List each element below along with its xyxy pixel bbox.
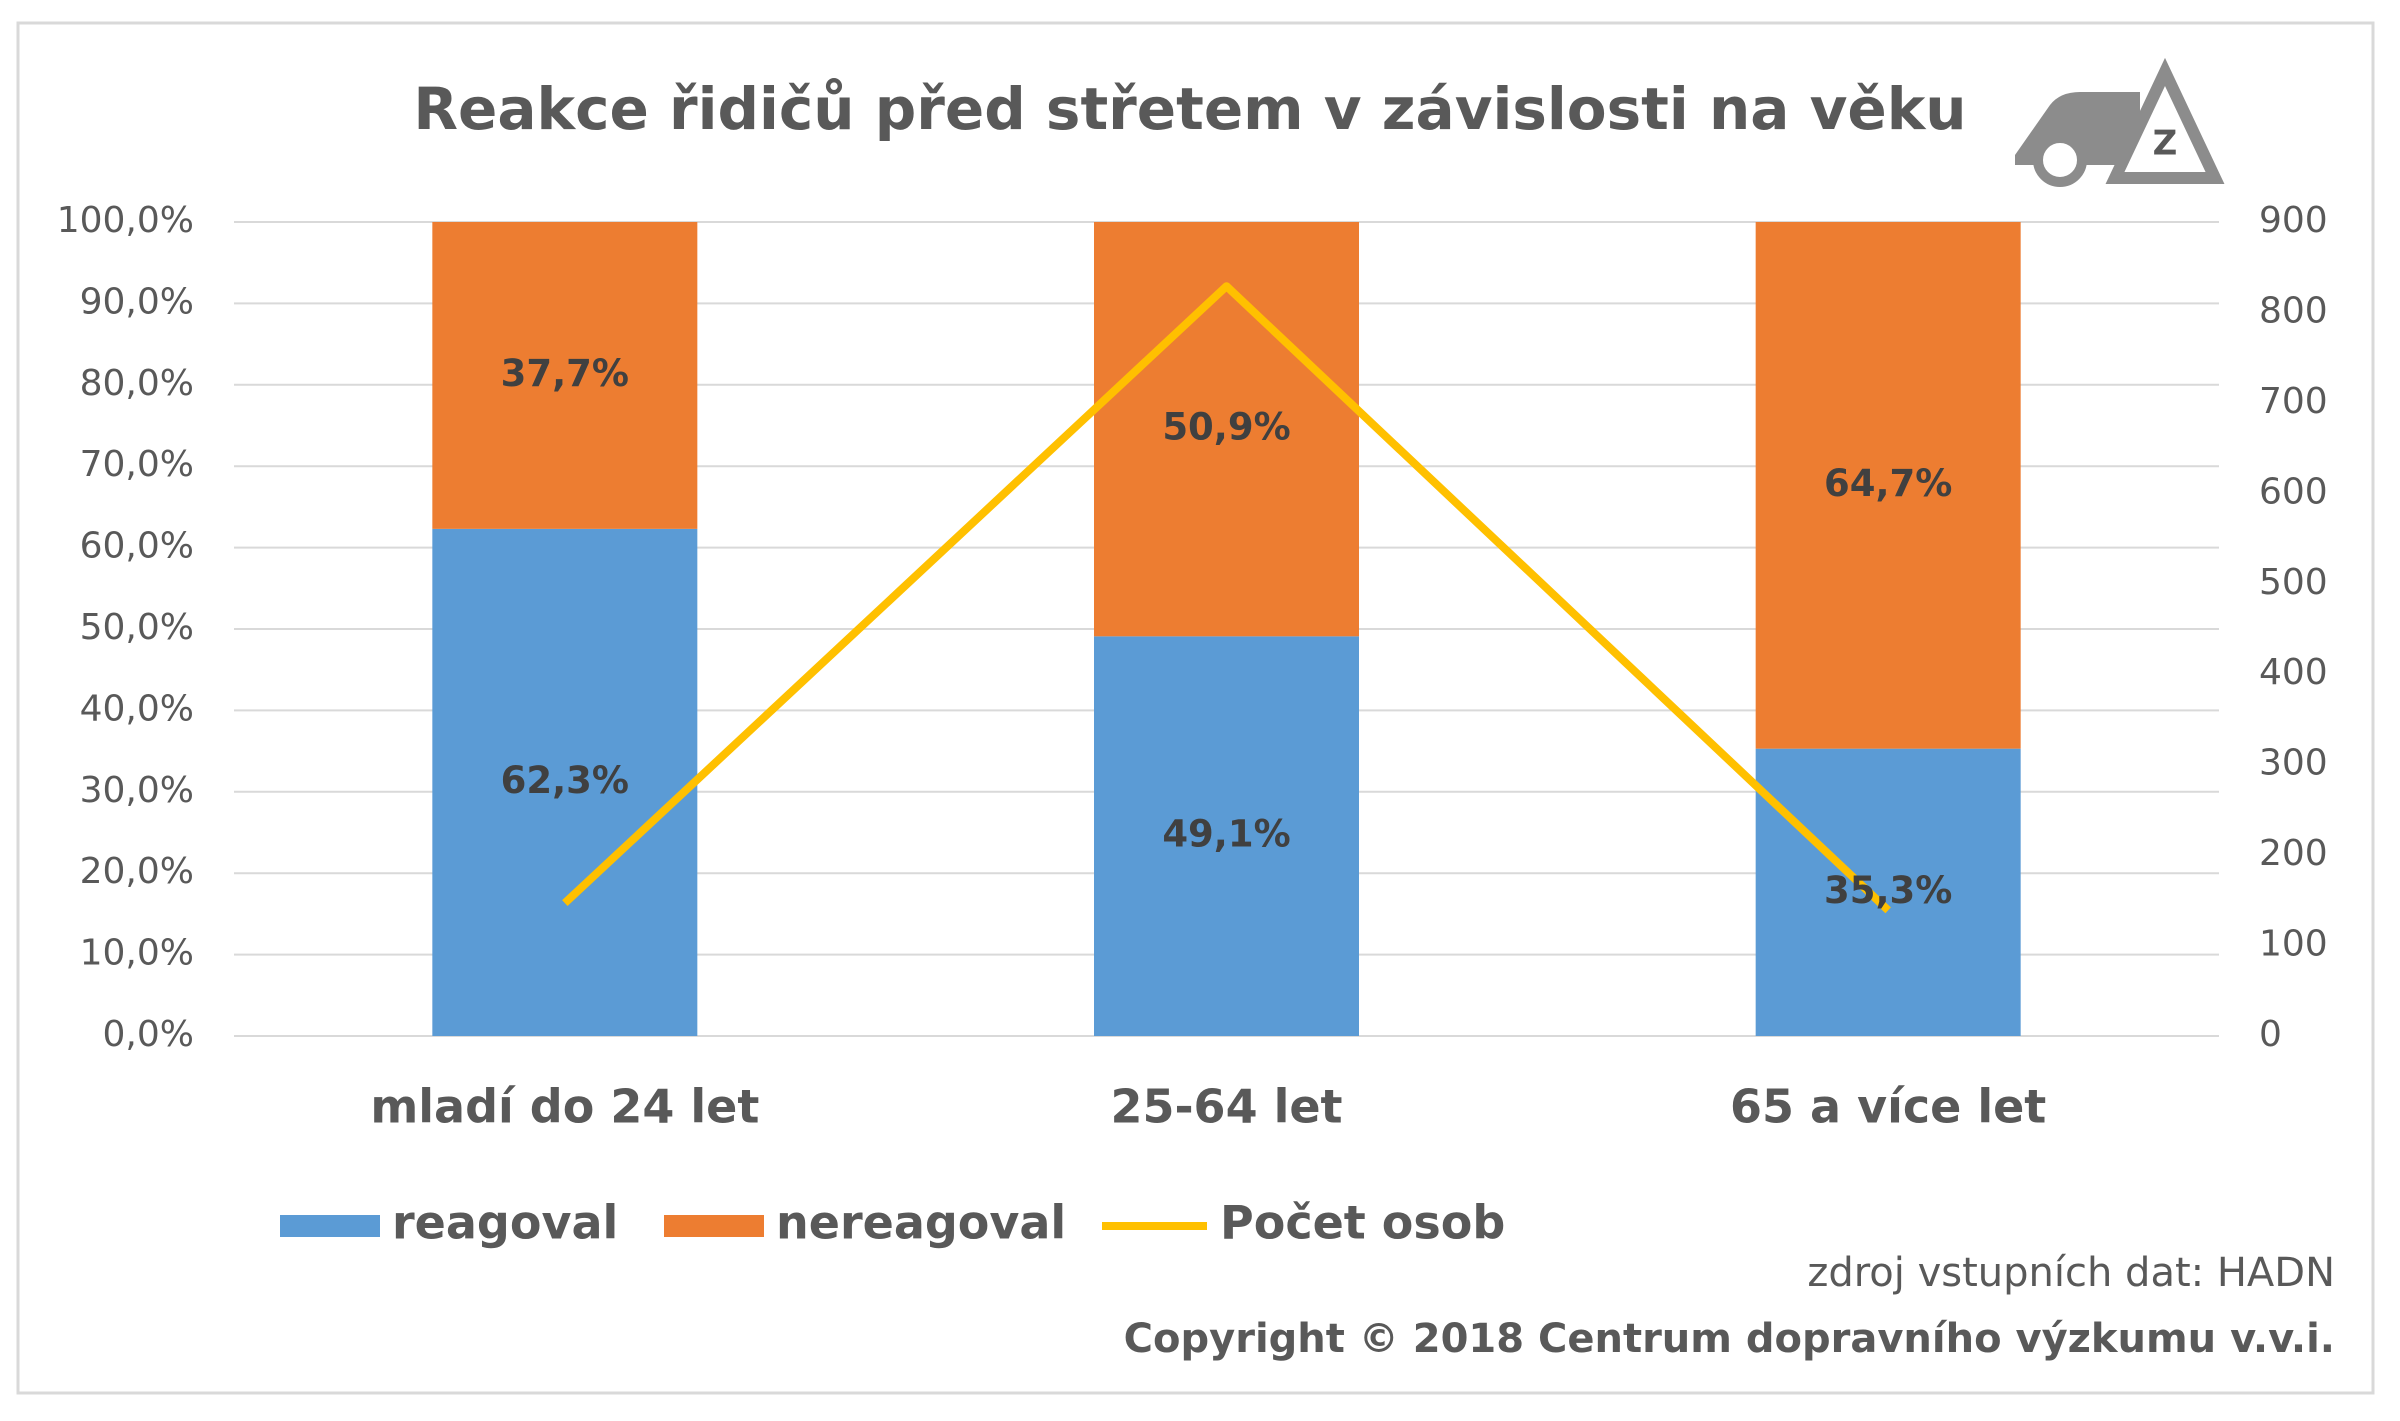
data-label: 64,7% bbox=[1824, 462, 1952, 505]
logo-triangle bbox=[2105, 57, 2225, 184]
y2-tick-label: 0 bbox=[2259, 1014, 2282, 1055]
line-series bbox=[562, 282, 1891, 914]
logo: Z bbox=[2015, 57, 2225, 187]
y-tick-label: 0,0% bbox=[103, 1014, 194, 1055]
data-label: 35,3% bbox=[1824, 869, 1952, 912]
y2-tick-label: 400 bbox=[2259, 652, 2328, 693]
y2-tick-label: 700 bbox=[2259, 381, 2328, 422]
y-tick-label: 100,0% bbox=[57, 200, 194, 241]
x-tick-label: mladí do 24 let bbox=[370, 1080, 759, 1134]
y-tick-label: 20,0% bbox=[80, 851, 194, 892]
bar bbox=[432, 222, 698, 529]
legend-label: Počet osob bbox=[1220, 1196, 1505, 1250]
source-note: zdroj vstupních dat: HADN bbox=[1807, 1250, 2335, 1296]
y-tick-label: 10,0% bbox=[80, 933, 194, 974]
y-tick-label: 50,0% bbox=[80, 607, 194, 648]
bar bbox=[432, 528, 698, 1036]
legend-label: nereagoval bbox=[776, 1196, 1066, 1250]
y-tick-label: 70,0% bbox=[80, 444, 194, 485]
data-label: 50,9% bbox=[1162, 406, 1290, 449]
x-tick-label: 25-64 let bbox=[1110, 1080, 1342, 1134]
data-label: 37,7% bbox=[501, 352, 629, 395]
y-tick-label: 40,0% bbox=[80, 688, 194, 729]
chart-title: Reakce řidičů před střetem v závislosti … bbox=[413, 75, 1966, 143]
x-tick-label: 65 a více let bbox=[1730, 1080, 2046, 1134]
copyright: Copyright © 2018 Centrum dopravního výzk… bbox=[1124, 1316, 2335, 1362]
y2-tick-label: 300 bbox=[2259, 743, 2328, 784]
y2-tick-label: 500 bbox=[2259, 562, 2328, 603]
logo-text: Z bbox=[2153, 124, 2178, 164]
legend-swatch bbox=[664, 1215, 764, 1237]
bar bbox=[1755, 748, 2021, 1036]
y2-tick-label: 200 bbox=[2259, 833, 2328, 874]
y-tick-label: 90,0% bbox=[80, 281, 194, 322]
y2-tick-label: 900 bbox=[2259, 200, 2328, 241]
y-tick-label: 60,0% bbox=[80, 526, 194, 567]
y2-tick-label: 800 bbox=[2259, 290, 2328, 331]
y-tick-label: 30,0% bbox=[80, 770, 194, 811]
y2-tick-label: 600 bbox=[2259, 471, 2328, 512]
y-tick-label: 80,0% bbox=[80, 363, 194, 404]
y2-tick-label: 100 bbox=[2259, 924, 2328, 965]
legend-label: reagoval bbox=[392, 1196, 618, 1250]
logo-wheel bbox=[2033, 133, 2087, 187]
data-label: 49,1% bbox=[1162, 813, 1290, 856]
bar bbox=[1755, 222, 2021, 749]
legend-swatch bbox=[280, 1215, 380, 1237]
bar bbox=[1094, 636, 1359, 1036]
data-label: 62,3% bbox=[501, 759, 629, 802]
